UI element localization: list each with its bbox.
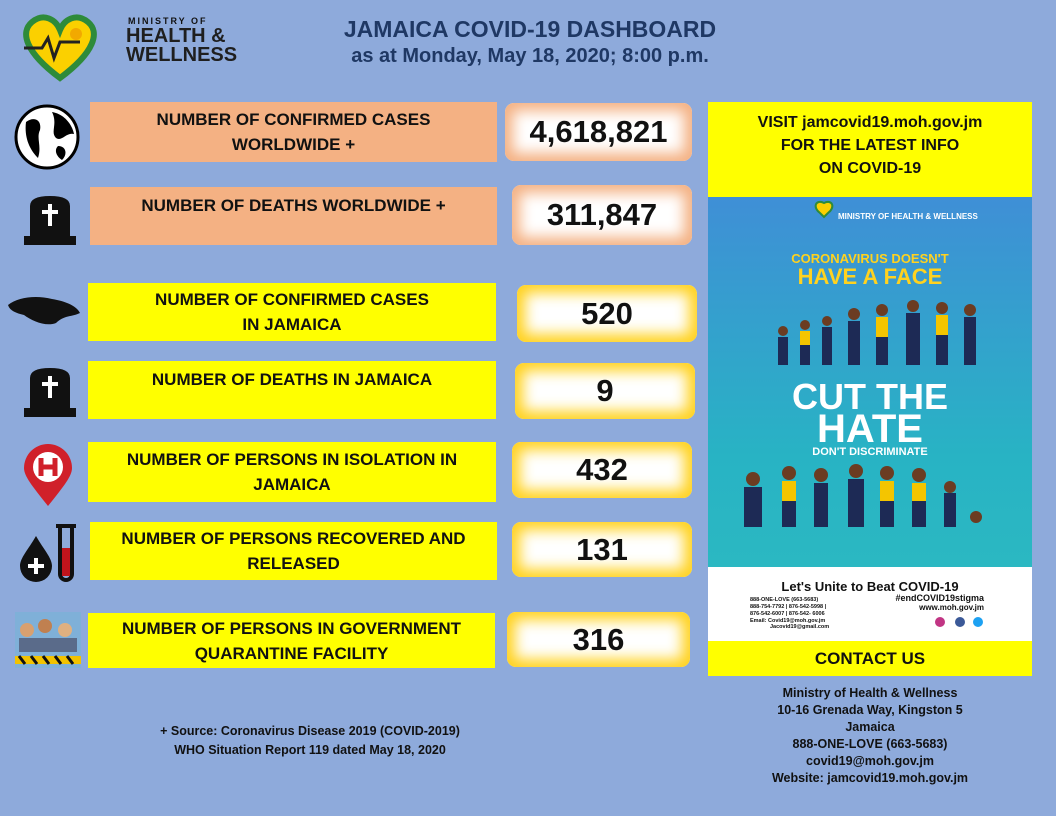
stat-label: NUMBER OF DEATHS WORLDWIDE + [141, 196, 446, 215]
stat-label: WORLDWIDE + [231, 135, 356, 154]
svg-text:MINISTRY OF HEALTH & WELLNESS: MINISTRY OF HEALTH & WELLNESS [838, 212, 979, 221]
poster-email: Email: Covid19@moh.gov.jm [750, 618, 825, 624]
visit-box: VISIT jamcovid19.moh.gov.jm FOR THE LATE… [708, 102, 1032, 197]
stat-label: NUMBER OF PERSONS IN ISOLATION IN [126, 450, 458, 469]
stat-label-box: NUMBER OF PERSONS IN ISOLATION IN JAMAICA [88, 442, 496, 502]
contact-line: 10-16 Grenada Way, Kingston 5 [777, 703, 963, 717]
tombstone-icon [24, 368, 76, 417]
stat-label: NUMBER OF CONFIRMED CASES [155, 290, 429, 309]
poster-cut: HATE [817, 407, 923, 451]
stat-value: 316 [507, 612, 690, 667]
stat-label: JAMAICA [253, 475, 331, 494]
contact-line: Jamaica [845, 720, 895, 734]
poster-phone: 876-542-6007 | 876-542- 6006 [750, 611, 825, 617]
source-line: WHO Situation Report 119 dated May 18, 2… [174, 743, 446, 757]
visit-line: ON COVID-19 [818, 160, 922, 177]
logo-text: HEALTH & [126, 25, 226, 47]
stat-label-box: NUMBER OF CONFIRMED CASES WORLDWIDE + [90, 102, 497, 162]
stat-label: RELEASED [247, 554, 340, 573]
stat-label: NUMBER OF CONFIRMED CASES [156, 110, 431, 129]
hospital-pin-icon [24, 444, 72, 506]
logo-text: MINISTRY OF [128, 16, 208, 26]
stat-label-box: NUMBER OF DEATHS WORLDWIDE + [90, 187, 497, 245]
stat-label: QUARANTINE FACILITY [194, 643, 389, 663]
contact-line: 888-ONE-LOVE (663-5683) [792, 737, 948, 751]
stat-label-box: NUMBER OF CONFIRMED CASES IN JAMAICA [88, 283, 496, 341]
poster-cut: CUT THE [792, 376, 948, 417]
poster-phone: 888-754-7792 | 876-542-5998 | [750, 604, 827, 610]
poster-web: www.moh.gov.jm [918, 603, 984, 612]
poster-headline: CORONAVIRUS DOESN'T [791, 251, 948, 266]
contact-line: Ministry of Health & Wellness [782, 686, 958, 700]
poster-headline: HAVE A FACE [798, 264, 943, 289]
logo-text: WELLNESS [126, 44, 238, 66]
stat-value: 311,847 [512, 185, 692, 245]
stat-value: 9 [515, 363, 695, 419]
stat-label: IN JAMAICA [242, 315, 342, 334]
stat-label: NUMBER OF PERSONS IN GOVERNMENT [121, 618, 462, 638]
poster-cut: DON'T DISCRIMINATE [812, 446, 927, 458]
poster-phone: 888-ONE-LOVE (663-5683) [750, 597, 818, 603]
stat-value: 131 [512, 522, 692, 577]
contact-details: Ministry of Health & Wellness 10-16 Grena… [730, 685, 1010, 787]
blood-test-icon [20, 524, 76, 582]
source-line: + Source: Coronavirus Disease 2019 (COVI… [160, 724, 460, 738]
visit-line: VISIT jamcovid19.moh.gov.jm [757, 114, 983, 131]
stat-value: 520 [517, 285, 697, 342]
poster-hashtag: #endCOVID19stigma [895, 593, 985, 603]
source-note: + Source: Coronavirus Disease 2019 (COVI… [120, 722, 500, 760]
stat-value: 4,618,821 [505, 103, 692, 161]
stigma-poster: MINISTRY OF HEALTH & WELLNESS CORONAVIRU… [708, 197, 1032, 641]
stat-label: NUMBER OF DEATHS IN JAMAICA [151, 370, 433, 389]
stat-label-box: NUMBER OF DEATHS IN JAMAICA [88, 361, 496, 419]
stat-label-box: NUMBER OF PERSONS RECOVERED AND RELEASED [90, 522, 497, 580]
globe-icon [14, 104, 80, 170]
stat-label: NUMBER OF PERSONS RECOVERED AND [121, 529, 466, 548]
poster-email: Jacovid19@gmail.com [770, 624, 829, 630]
quarantine-image [15, 612, 81, 668]
logo-heart [23, 14, 97, 82]
contact-line: covid19@moh.gov.jm [806, 754, 934, 768]
poster-unite: Let's Unite to Beat COVID-19 [781, 579, 958, 594]
contact-heading: CONTACT US [708, 641, 1032, 676]
title: JAMAICA COVID-19 DASHBOARD [343, 16, 717, 42]
jamaica-icon [8, 297, 80, 325]
stat-label-box: NUMBER OF PERSONS IN GOVERNMENT QUARANTIN… [88, 613, 495, 668]
visit-line: FOR THE LATEST INFO [780, 137, 960, 154]
stat-value: 432 [512, 442, 692, 498]
subtitle: as at Monday, May 18, 2020; 8:00 p.m. [351, 45, 709, 67]
contact-line: Website: jamcovid19.moh.gov.jm [771, 771, 969, 785]
tombstone-icon [24, 196, 76, 245]
